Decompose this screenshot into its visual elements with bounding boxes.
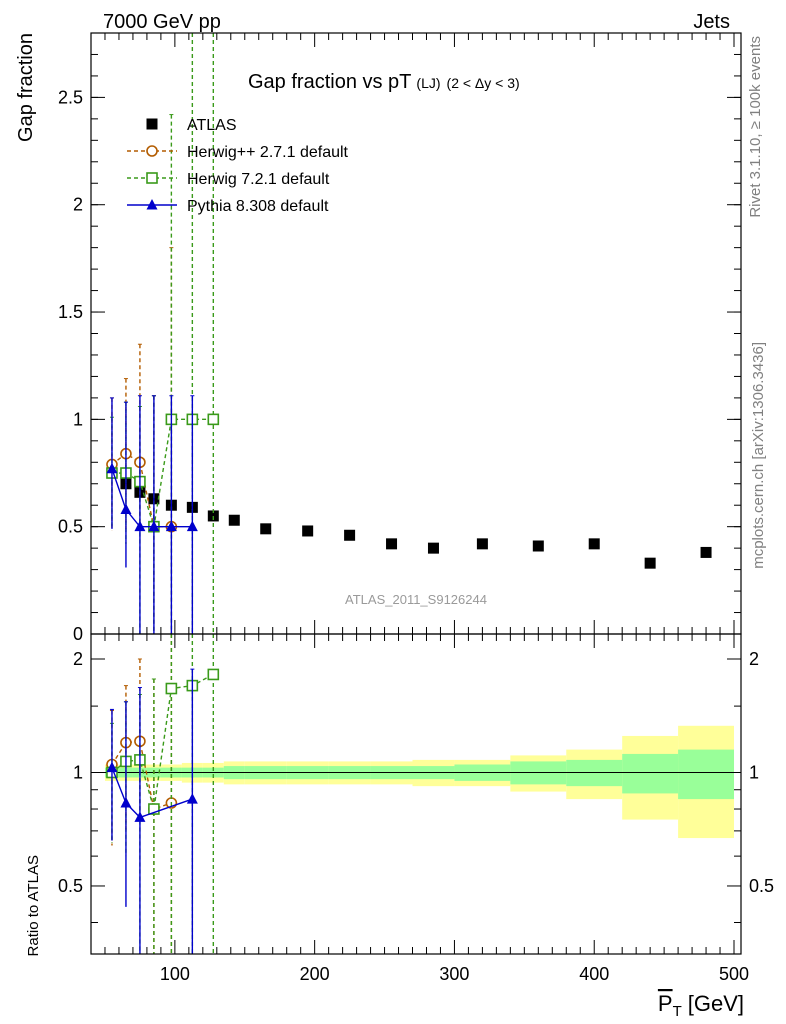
stat-uncertainty-band — [622, 753, 679, 794]
ratio-series — [106, 634, 220, 954]
main-y-tick-label: 2 — [73, 195, 83, 215]
header-right: Jets — [693, 11, 730, 33]
pythia-marker — [148, 520, 160, 532]
atlas-data-point — [700, 546, 712, 558]
main-y-tick-label: 2.5 — [58, 87, 83, 107]
legend-atlas-label: ATLAS — [187, 117, 237, 134]
x-tick-label: 100 — [160, 964, 190, 984]
x-tick-label: 200 — [300, 964, 330, 984]
legend-herwig7-label: Herwig 7.2.1 default — [187, 171, 330, 188]
x-tick-label: 300 — [439, 964, 469, 984]
ratio-frame — [90, 633, 742, 955]
herwig7-marker — [165, 682, 178, 695]
pythia-marker — [134, 520, 146, 532]
x-tick-label: 400 — [579, 964, 609, 984]
ratio-y-tick-label: 2 — [73, 649, 83, 669]
atlas-data-point — [146, 118, 158, 130]
stat-uncertainty-band — [566, 759, 623, 787]
main-y-tick-label: 1.5 — [58, 302, 83, 322]
atlas-data-point — [532, 540, 544, 552]
ratio-y-tick-label: 1 — [73, 762, 83, 782]
atlas-data-point — [427, 542, 439, 554]
herwig7-marker — [207, 668, 220, 681]
atlas-data-point — [207, 510, 219, 522]
rivet-version-label: Rivet 3.1.10, ≥ 100k events — [747, 36, 764, 218]
main-y-axis-label: Gap fraction — [15, 33, 37, 142]
pythia-marker — [106, 462, 118, 474]
pythia-marker — [165, 520, 177, 532]
atlas-data-point — [386, 538, 398, 550]
main-y-tick-label: 0 — [73, 624, 83, 644]
ratio-y-axis-label: Ratio to ATLAS — [25, 855, 42, 956]
pythia-marker — [120, 796, 132, 808]
atlas-data-point — [476, 538, 488, 550]
chart-title-main: Gap fraction vs pT — [248, 71, 411, 93]
x-axis-label-main: P — [658, 991, 673, 1016]
x-axis-label-sub: T — [673, 1003, 682, 1020]
axis-ticks — [91, 33, 741, 954]
main-y-tick-label: 0.5 — [58, 517, 83, 537]
analysis-watermark: ATLAS_2011_S9126244 — [345, 592, 487, 607]
atlas-data-point — [228, 514, 240, 526]
legend-pythia-label: Pythia 8.308 default — [187, 198, 329, 215]
x-axis-label: PT [GeV] — [658, 991, 744, 1020]
pythia-marker — [186, 793, 198, 804]
atlas-data-point — [302, 525, 314, 537]
pythia-marker — [186, 520, 198, 532]
chart-title: Gap fraction vs pT (LJ) (2 < Δy < 3) — [248, 71, 520, 93]
legend-herwigpp-label: Herwig++ 2.7.1 default — [187, 144, 349, 161]
tick-labels: 0 0.5 1 1.5 2 2.5 0.5 0.5 1 1 2 2 100 200 300 400 500 — [58, 87, 774, 984]
pythia-marker — [146, 199, 158, 210]
herwigpp-ratio-line — [111, 740, 172, 810]
herwigpp-marker — [146, 145, 158, 157]
atlas-data-point — [344, 529, 356, 541]
ratio-y-tick-label-right: 0.5 — [749, 876, 774, 896]
ratio-y-tick-label-right: 2 — [749, 649, 759, 669]
pythia-marker — [134, 811, 146, 822]
pythia-marker — [120, 503, 132, 515]
herwig7-marker — [148, 803, 160, 815]
main-y-tick-label: 1 — [73, 409, 83, 429]
atlas-data-point — [588, 538, 600, 550]
atlas-data-point — [260, 523, 272, 535]
pythia-main-line — [111, 468, 193, 528]
ratio-y-tick-label: 0.5 — [58, 876, 83, 896]
herwig7-marker — [146, 172, 158, 184]
chart-title-sub: (LJ) — [416, 75, 440, 91]
pythia-marker — [106, 761, 118, 773]
ratio-uncertainty-bands — [91, 725, 741, 839]
herwig7-marker — [207, 413, 220, 426]
atlas-data-point — [644, 557, 656, 569]
x-axis-label-unit: [GeV] — [688, 991, 744, 1016]
x-tick-label: 500 — [719, 964, 749, 984]
ratio-y-tick-label-right: 1 — [749, 762, 759, 782]
header-left: 7000 GeV pp — [103, 11, 221, 33]
legend: ATLAS Herwig++ 2.7.1 default Herwig 7.2.1 … — [127, 117, 349, 215]
stat-uncertainty-band — [678, 749, 735, 800]
main-series — [106, 33, 712, 634]
chart-title-cond: (2 < Δy < 3) — [447, 75, 520, 91]
mcplots-label: mcplots.cern.ch [arXiv:1306.3436] — [750, 342, 767, 569]
pythia-ratio-line — [111, 767, 193, 819]
